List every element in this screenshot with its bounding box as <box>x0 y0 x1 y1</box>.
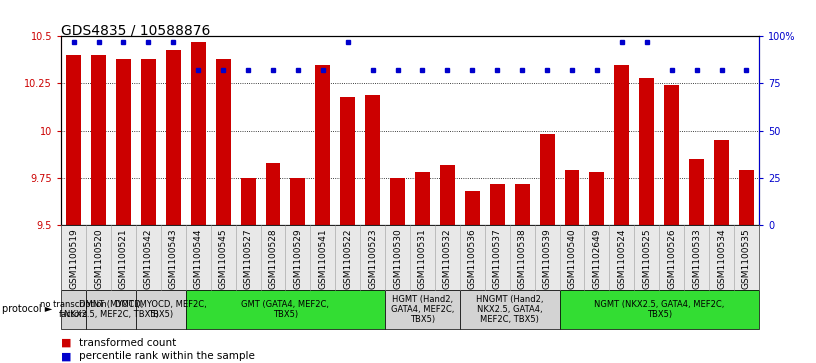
Text: GDS4835 / 10588876: GDS4835 / 10588876 <box>61 24 211 38</box>
Text: GSM1100523: GSM1100523 <box>368 228 377 289</box>
Text: NGMT (NKX2.5, GATA4, MEF2C,
TBX5): NGMT (NKX2.5, GATA4, MEF2C, TBX5) <box>594 300 725 319</box>
Bar <box>265 163 281 225</box>
Text: GSM1100534: GSM1100534 <box>717 228 726 289</box>
Text: GSM1100544: GSM1100544 <box>193 228 202 289</box>
Text: GSM1100540: GSM1100540 <box>567 228 576 289</box>
Bar <box>565 170 579 225</box>
Bar <box>639 78 654 225</box>
Bar <box>539 134 555 225</box>
Text: GSM1100532: GSM1100532 <box>443 228 452 289</box>
Text: GSM1100530: GSM1100530 <box>393 228 402 289</box>
Text: GSM1100542: GSM1100542 <box>144 228 153 289</box>
Bar <box>614 65 629 225</box>
Text: HGMT (Hand2,
GATA4, MEF2C,
TBX5): HGMT (Hand2, GATA4, MEF2C, TBX5) <box>391 294 455 325</box>
Bar <box>66 55 81 225</box>
Text: GSM1100533: GSM1100533 <box>692 228 701 289</box>
Bar <box>141 59 156 225</box>
Bar <box>689 159 704 225</box>
Text: GSM1100529: GSM1100529 <box>294 228 303 289</box>
Bar <box>91 55 106 225</box>
Bar <box>241 178 255 225</box>
Bar <box>465 191 480 225</box>
Bar <box>166 49 181 225</box>
Text: GSM1100541: GSM1100541 <box>318 228 327 289</box>
Text: GSM1100543: GSM1100543 <box>169 228 178 289</box>
Text: GSM1100536: GSM1100536 <box>468 228 477 289</box>
Text: GSM1100535: GSM1100535 <box>742 228 751 289</box>
Text: GSM1100525: GSM1100525 <box>642 228 651 289</box>
Text: GSM1100531: GSM1100531 <box>418 228 427 289</box>
Text: no transcription
factors: no transcription factors <box>40 300 107 319</box>
Text: GSM1100537: GSM1100537 <box>493 228 502 289</box>
Text: percentile rank within the sample: percentile rank within the sample <box>79 351 255 362</box>
Text: GSM1100539: GSM1100539 <box>543 228 552 289</box>
Bar <box>739 170 754 225</box>
Text: ■: ■ <box>61 338 72 348</box>
Bar <box>215 59 231 225</box>
Bar <box>515 184 530 225</box>
Bar <box>315 65 330 225</box>
Text: GSM1100527: GSM1100527 <box>244 228 253 289</box>
Text: GSM1102649: GSM1102649 <box>592 228 601 289</box>
Text: GSM1100538: GSM1100538 <box>517 228 526 289</box>
Bar <box>589 172 605 225</box>
Text: GSM1100524: GSM1100524 <box>618 228 627 289</box>
Text: GSM1100545: GSM1100545 <box>219 228 228 289</box>
Text: ■: ■ <box>61 351 72 362</box>
Text: GSM1100526: GSM1100526 <box>667 228 676 289</box>
Text: DMNT (MYOCD,
NKX2.5, MEF2C, TBX5): DMNT (MYOCD, NKX2.5, MEF2C, TBX5) <box>64 300 158 319</box>
Bar <box>664 85 679 225</box>
Text: GSM1100519: GSM1100519 <box>69 228 78 289</box>
Bar <box>366 95 380 225</box>
Text: HNGMT (Hand2,
NKX2.5, GATA4,
MEF2C, TBX5): HNGMT (Hand2, NKX2.5, GATA4, MEF2C, TBX5… <box>476 294 543 325</box>
Text: protocol ►: protocol ► <box>2 305 52 314</box>
Bar <box>390 178 405 225</box>
Text: GSM1100522: GSM1100522 <box>344 228 353 289</box>
Bar <box>415 172 430 225</box>
Text: DMT (MYOCD, MEF2C,
TBX5): DMT (MYOCD, MEF2C, TBX5) <box>115 300 206 319</box>
Bar <box>490 184 505 225</box>
Text: GSM1100520: GSM1100520 <box>94 228 103 289</box>
Bar <box>191 42 206 225</box>
Text: GSM1100521: GSM1100521 <box>119 228 128 289</box>
Text: GSM1100528: GSM1100528 <box>268 228 277 289</box>
Bar <box>440 165 455 225</box>
Bar <box>340 97 355 225</box>
Bar <box>290 178 305 225</box>
Bar <box>116 59 131 225</box>
Text: GMT (GATA4, MEF2C,
TBX5): GMT (GATA4, MEF2C, TBX5) <box>242 300 330 319</box>
Bar <box>714 140 729 225</box>
Text: transformed count: transformed count <box>79 338 176 348</box>
